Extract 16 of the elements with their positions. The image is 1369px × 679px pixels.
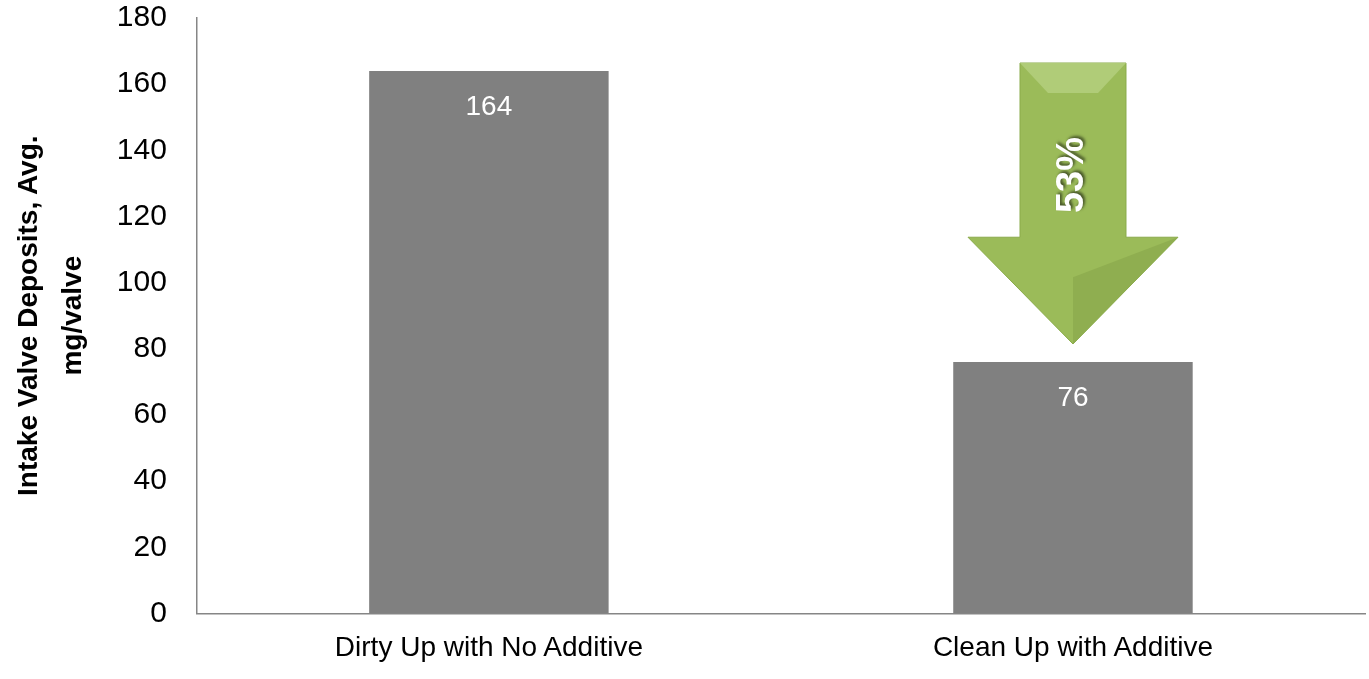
x-tick-label: Clean Up with Additive <box>932 630 1214 662</box>
annotation: 53% <box>1048 136 1092 214</box>
y-tick-label: 60 <box>133 396 167 430</box>
data-label: 76 <box>1057 380 1089 412</box>
y-tick-label: 120 <box>116 197 167 231</box>
y-axis-title: Intake Valve Deposits, Avg. mg/valve <box>12 135 87 496</box>
y-tick-label: 40 <box>133 462 167 496</box>
y-tick-label: 20 <box>133 528 167 562</box>
x-tick-label: Dirty Up with No Additive <box>334 630 643 662</box>
y-tick-label: 140 <box>116 131 167 165</box>
data-label: 164 <box>465 89 513 121</box>
y-tick-label: 80 <box>133 330 167 364</box>
y-tick-label: 0 <box>150 594 167 628</box>
y-tick-label: 180 <box>116 0 167 33</box>
y-tick-label: 160 <box>116 65 167 99</box>
y-tick-label: 100 <box>116 263 167 297</box>
